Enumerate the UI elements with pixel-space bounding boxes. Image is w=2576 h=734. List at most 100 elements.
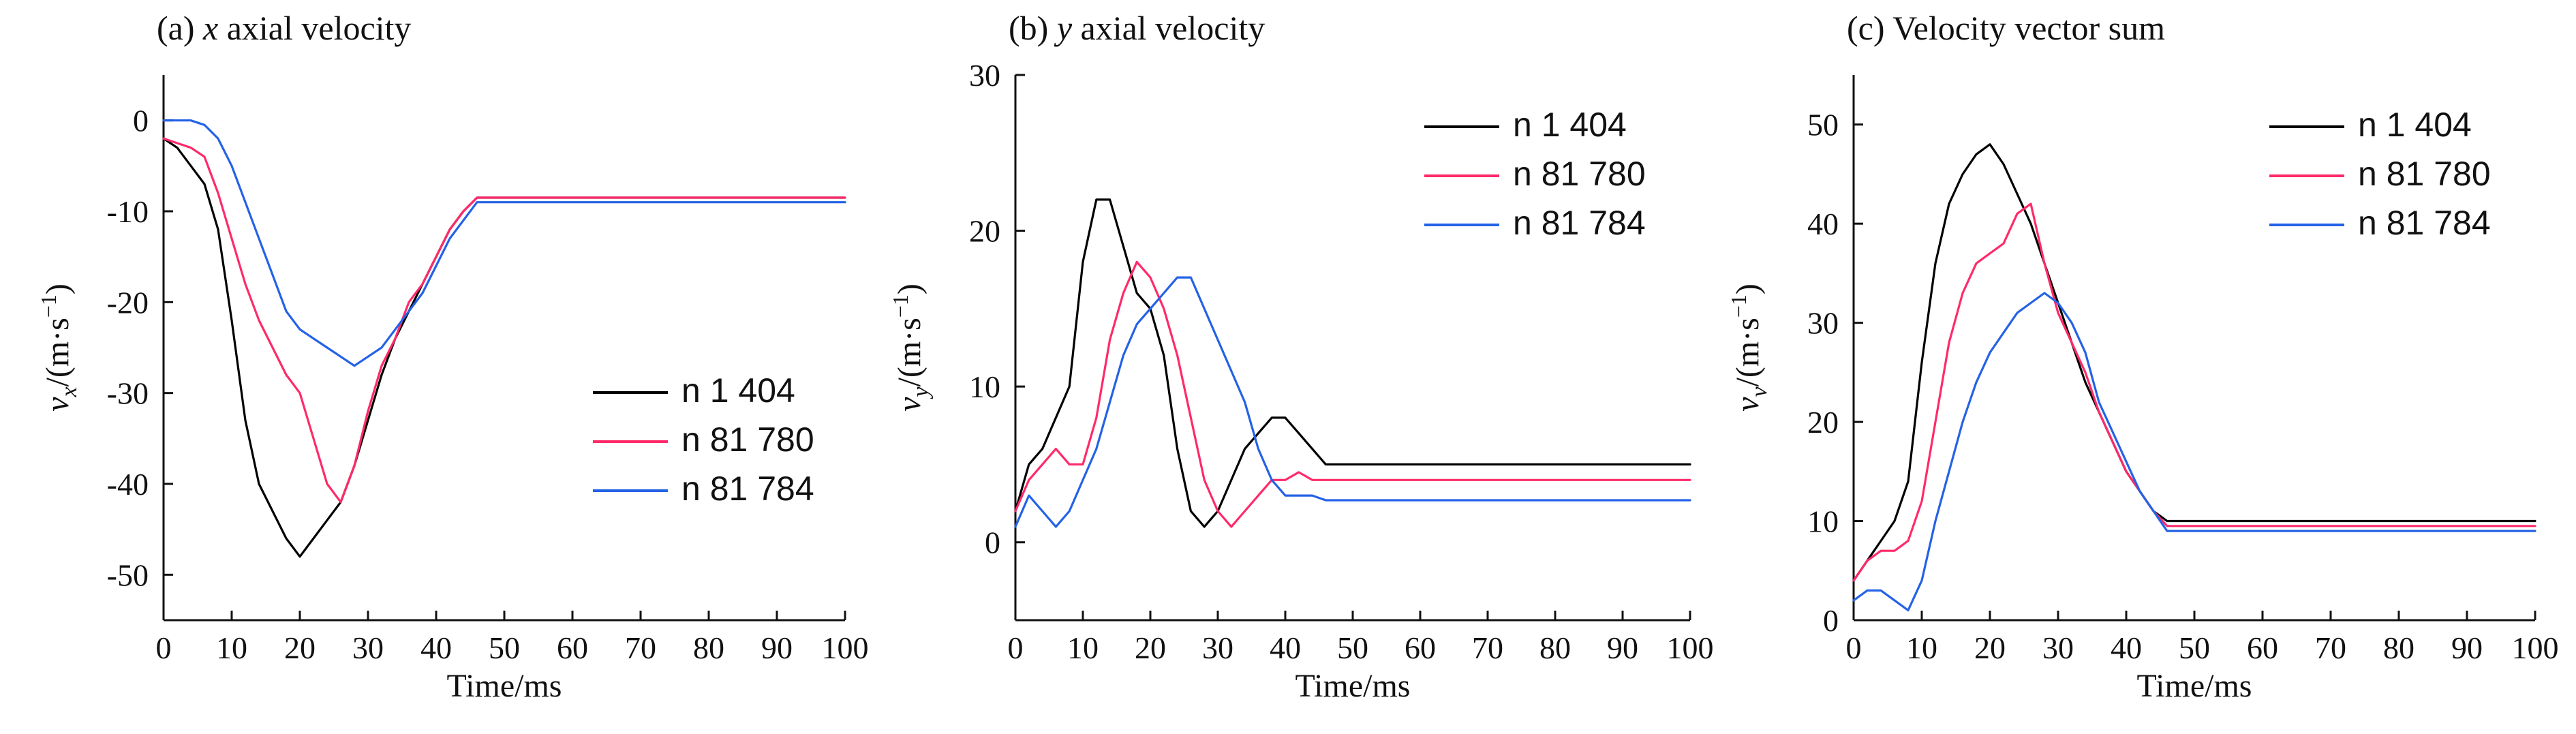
legend-label: n 1 404 xyxy=(1513,106,1627,144)
y-axis-label-sub: v xyxy=(1747,386,1772,397)
x-tick-label: 0 xyxy=(1008,630,1024,665)
x-axis-label: Time/ms xyxy=(1295,668,1411,704)
x-tick-label: 10 xyxy=(1067,630,1099,665)
x-tick-label: 20 xyxy=(1974,630,2006,665)
y-tick-label: 10 xyxy=(1807,504,1839,539)
chart-title-prefix: (a) xyxy=(157,9,203,47)
x-tick-label: 40 xyxy=(420,630,452,665)
x-tick-label: 30 xyxy=(1202,630,1233,665)
legend-label: n 81 784 xyxy=(681,470,814,508)
y-axis-label-var: v xyxy=(40,397,76,412)
y-tick-label: -10 xyxy=(107,194,149,229)
legend-label: n 81 780 xyxy=(1513,155,1646,193)
y-axis-label-unit: /(m·s xyxy=(891,318,927,386)
y-tick-label: 0 xyxy=(133,104,149,138)
chart-title-suffix: axial velocity xyxy=(218,9,411,47)
chart-panel: (a) x axial velocity 0 10 20 30 40 50 60 70 80 90 1… xyxy=(36,9,869,704)
y-tick-label: 30 xyxy=(1807,306,1839,341)
y-tick-label: 0 xyxy=(985,525,1000,560)
x-tick-label: 50 xyxy=(1337,630,1368,665)
x-tick-label: 90 xyxy=(2451,630,2483,665)
series-line xyxy=(1014,260,1691,528)
x-tick-label: 30 xyxy=(2042,630,2074,665)
x-tick-label: 10 xyxy=(1906,630,1937,665)
chart-title: (b) y axial velocity xyxy=(1009,9,1265,47)
y-axis-label-close: ) xyxy=(891,284,927,294)
x-tick-label: 70 xyxy=(625,630,656,665)
x-tick-label: 60 xyxy=(1405,630,1436,665)
x-tick-label: 80 xyxy=(2383,630,2414,665)
x-tick-label: 90 xyxy=(1607,630,1638,665)
x-tick-label: 100 xyxy=(2512,630,2559,665)
x-tick-label: 90 xyxy=(761,630,793,665)
y-axis-label-exp: −1 xyxy=(1726,294,1751,318)
legend-label: n 81 780 xyxy=(681,420,814,459)
y-tick-label: 20 xyxy=(1807,405,1839,440)
y-axis-label-var: v xyxy=(891,397,927,412)
legend-label: n 81 780 xyxy=(2358,155,2491,193)
y-tick-label: 50 xyxy=(1807,108,1839,142)
y-tick-label: -50 xyxy=(107,557,149,592)
series-line xyxy=(1852,292,2536,612)
x-tick-label: 100 xyxy=(1667,630,1714,665)
x-tick-label: 40 xyxy=(2111,630,2142,665)
legend: n 1 404 n 81 780 n 81 784 xyxy=(593,371,814,508)
y-tick-label: -20 xyxy=(107,285,149,320)
x-axis-label: Time/ms xyxy=(447,668,562,704)
y-axis-label-var: v xyxy=(1730,397,1766,412)
series-line xyxy=(162,119,846,367)
y-axis-label-close: ) xyxy=(40,284,76,294)
chart-panel: (b) y axial velocity 0 10 20 30 40 50 60 70 80 90 1… xyxy=(888,9,1714,704)
y-axis-label-sub: y xyxy=(908,386,934,399)
chart-title-variable: y xyxy=(1054,9,1073,47)
y-tick-label: 40 xyxy=(1807,207,1839,241)
x-tick-label: 60 xyxy=(557,630,588,665)
series-line xyxy=(1014,276,1691,528)
x-tick-label: 0 xyxy=(1846,630,1862,665)
chart-title-prefix: (c) Velocity vector sum xyxy=(1847,9,2165,47)
y-tick-label: 10 xyxy=(969,369,1000,404)
y-axis-label: vy/(m·s−1) xyxy=(888,284,934,412)
x-tick-label: 100 xyxy=(822,630,869,665)
y-axis-label-unit: /(m·s xyxy=(40,318,76,386)
x-tick-label: 0 xyxy=(156,630,172,665)
x-tick-label: 30 xyxy=(352,630,384,665)
x-tick-label: 20 xyxy=(284,630,316,665)
chart-title: (c) Velocity vector sum xyxy=(1847,9,2165,47)
chart-panel: (c) Velocity vector sum 0 10 20 30 40 50 60 70 80… xyxy=(1726,9,2559,704)
legend-label: n 81 784 xyxy=(2358,204,2491,242)
series-line xyxy=(1014,198,1691,528)
chart-title-suffix: axial velocity xyxy=(1072,9,1265,47)
x-axis-label: Time/ms xyxy=(2137,668,2252,704)
y-tick-label: 20 xyxy=(969,214,1000,249)
y-axis-label-exp: −1 xyxy=(888,294,913,318)
x-tick-label: 80 xyxy=(693,630,724,665)
x-tick-label: 50 xyxy=(2179,630,2210,665)
y-tick-label: -40 xyxy=(107,467,149,502)
x-tick-label: 20 xyxy=(1135,630,1166,665)
series-line xyxy=(1852,202,2536,582)
x-tick-label: 80 xyxy=(1539,630,1571,665)
x-tick-label: 50 xyxy=(489,630,520,665)
y-axis-label: vx/(m·s−1) xyxy=(36,284,82,412)
legend: n 1 404 n 81 780 n 81 784 xyxy=(2269,106,2491,242)
chart-title-variable: x xyxy=(202,9,218,47)
y-axis-label-exp: −1 xyxy=(36,294,61,318)
chart-title-prefix: (b) xyxy=(1009,9,1057,47)
y-axis-label-sub: x xyxy=(57,386,82,397)
y-axis-label-close: ) xyxy=(1730,284,1766,294)
y-tick-label: 30 xyxy=(969,58,1000,93)
y-axis-label: vv/(m·s−1) xyxy=(1726,284,1772,412)
x-tick-label: 70 xyxy=(1472,630,1503,665)
x-tick-label: 60 xyxy=(2247,630,2278,665)
x-tick-label: 40 xyxy=(1270,630,1301,665)
series-line xyxy=(162,137,846,504)
legend-label: n 1 404 xyxy=(2358,106,2472,144)
legend-label: n 81 784 xyxy=(1513,204,1646,242)
legend: n 1 404 n 81 780 n 81 784 xyxy=(1424,106,1646,242)
series-line xyxy=(1852,143,2536,582)
y-axis-label-unit: /(m·s xyxy=(1730,318,1766,386)
y-tick-label: 0 xyxy=(1823,603,1839,638)
x-tick-label: 70 xyxy=(2315,630,2346,665)
